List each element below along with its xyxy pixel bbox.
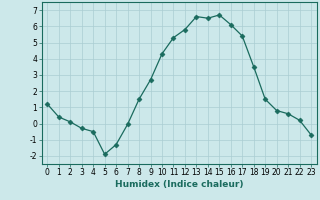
X-axis label: Humidex (Indice chaleur): Humidex (Indice chaleur) <box>115 180 244 189</box>
